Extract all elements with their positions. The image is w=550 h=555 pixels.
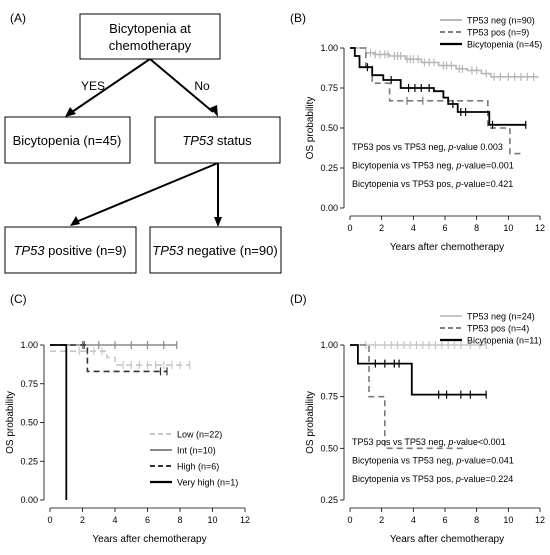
- x-tick-label: 0: [347, 223, 352, 233]
- km-series-line: [350, 344, 464, 450]
- legend-label: Bicytopenia (n=11): [467, 336, 542, 346]
- legend-label: TP53 neg (n=24): [467, 312, 535, 322]
- km-series-line: [50, 350, 190, 366]
- y-tick-label: 0.75: [320, 83, 338, 93]
- km-series-line: [350, 47, 525, 155]
- negative-gene: TP53: [152, 243, 184, 258]
- flowchart-no-label: No: [194, 79, 210, 93]
- legend-label: High (n=6): [177, 462, 219, 472]
- y-tick-label: 0.00: [20, 495, 38, 505]
- y-tick-label: 0.75: [320, 392, 338, 402]
- flowchart-positive-label: TP53 positive (n=9): [13, 243, 126, 258]
- flowchart-yes-label: YES: [81, 79, 105, 93]
- panel-label-a: (A): [10, 11, 26, 25]
- y-axis-label: OS probability: [5, 391, 16, 454]
- x-tick-label: 2: [379, 515, 384, 525]
- x-tick-label: 4: [411, 223, 416, 233]
- arrowhead-positive: [70, 216, 80, 226]
- x-tick-label: 12: [535, 515, 545, 525]
- p-value-annotation: TP53 pos vs TP53 neg, p-value<0.001: [352, 437, 506, 447]
- y-axis-label: OS probability: [305, 391, 316, 454]
- y-tick-label: 0.50: [20, 418, 38, 428]
- panel-label-b: (B): [290, 11, 306, 25]
- x-tick-label: 0: [47, 515, 52, 525]
- status-text: status: [213, 133, 252, 148]
- negative-text: negative (n=90): [183, 243, 277, 258]
- x-tick-label: 4: [112, 515, 117, 525]
- y-tick-label: 0.50: [320, 443, 338, 453]
- x-tick-label: 2: [379, 223, 384, 233]
- km-chart-d: 0.25 0.50 0.75 1.00 0 2 4 6 8 10 12 Years after che…: [305, 312, 545, 546]
- flowchart-bicytopenia-label: Bicytopenia (n=45): [13, 133, 122, 148]
- km-series-line: [350, 344, 487, 396]
- p-value-annotation: Bicytopenia vs TP53 neg, p-value=0.041: [352, 456, 514, 466]
- km-series-line: [350, 47, 526, 126]
- y-tick-label: 0.50: [320, 123, 338, 133]
- legend-label: Low (n=22): [177, 430, 222, 440]
- x-tick-label: 0: [347, 515, 352, 525]
- p-value-annotation: Bicytopenia vs TP53 pos, p-value=0.421: [352, 179, 513, 189]
- x-tick-label: 10: [207, 515, 217, 525]
- x-tick-label: 8: [474, 515, 479, 525]
- flowchart-bicytopenia-box: [4, 116, 131, 164]
- x-tick-label: 4: [411, 515, 416, 525]
- x-tick-label: 12: [240, 515, 250, 525]
- km-chart-b: 0.00 0.25 0.50 0.75 1.00 0 2 4 6 8 10 12 Years after…: [305, 16, 545, 254]
- y-tick-label: 0.25: [320, 495, 338, 505]
- x-axis-label: Years after chemotherapy: [390, 534, 504, 545]
- p-value-annotation: Bicytopenia vs TP53 neg, p-value=0.001: [352, 161, 514, 171]
- y-tick-label: 0.00: [320, 203, 338, 213]
- y-tick-label: 1.00: [20, 340, 38, 350]
- x-tick-label: 6: [442, 223, 447, 233]
- flowchart-arrowheads: [65, 105, 222, 227]
- legend-label: TP53 neg (n=90): [467, 16, 535, 26]
- legend-label: Int (n=10): [177, 446, 216, 456]
- y-tick-label: 0.75: [20, 379, 38, 389]
- km-series-line: [50, 344, 167, 373]
- p-value-annotation: TP53 pos vs TP53 neg, p-value 0.003: [352, 142, 503, 152]
- flowchart-root-line2: chemotherapy: [109, 38, 192, 53]
- legend-label: TP53 pos (n=9): [467, 28, 529, 38]
- flowchart-status-label: TP53 status: [182, 133, 252, 148]
- panel-label-d: (D): [290, 292, 307, 306]
- flowchart-root-line1: Bicytopenia at: [109, 21, 191, 36]
- x-tick-label: 8: [177, 515, 182, 525]
- km-series-line: [50, 344, 68, 500]
- x-tick-label: 2: [80, 515, 85, 525]
- arrowhead-no: [210, 105, 218, 117]
- legend-label: TP53 pos (n=4): [467, 324, 529, 334]
- km-chart-c: 0.00 0.25 0.50 0.75 1.00 0 2 4 6 8 10 12 Years after…: [5, 340, 250, 545]
- y-axis-label: OS probability: [305, 97, 316, 160]
- legend-label: Very high (n=1): [177, 478, 238, 488]
- x-axis-label: Years after chemotherapy: [92, 534, 206, 545]
- positive-gene: TP53: [13, 243, 45, 258]
- y-tick-label: 1.00: [320, 43, 338, 53]
- positive-text: positive (n=9): [45, 243, 127, 258]
- x-tick-label: 6: [442, 515, 447, 525]
- x-tick-label: 12: [535, 223, 545, 233]
- status-gene: TP53: [182, 133, 214, 148]
- arrowhead-negative: [214, 217, 222, 227]
- flowchart-arrow-positive: [75, 162, 219, 223]
- flowchart-negative-box: [149, 226, 282, 274]
- y-tick-label: 0.25: [20, 456, 38, 466]
- x-tick-label: 6: [145, 515, 150, 525]
- flowchart-arrows: [71, 58, 219, 223]
- legend-label: Bicytopenia (n=45): [467, 40, 542, 50]
- arrowhead-yes: [65, 107, 76, 117]
- flowchart-positive-box: [4, 226, 137, 274]
- km-series-line: [350, 47, 539, 78]
- flowchart-arrow-no: [149, 58, 214, 113]
- flowchart-arrow-yes: [71, 58, 151, 113]
- y-tick-label: 0.25: [320, 163, 338, 173]
- x-tick-label: 10: [503, 223, 513, 233]
- x-tick-label: 10: [503, 515, 513, 525]
- x-tick-label: 8: [474, 223, 479, 233]
- x-axis-label: Years after chemotherapy: [390, 242, 504, 253]
- panel-label-c: (C): [10, 292, 27, 306]
- p-value-annotation: Bicytopenia vs TP53 pos, p-value=0.224: [352, 474, 513, 484]
- flowchart-negative-label: TP53 negative (n=90): [152, 243, 277, 258]
- y-tick-label: 1.00: [320, 340, 338, 350]
